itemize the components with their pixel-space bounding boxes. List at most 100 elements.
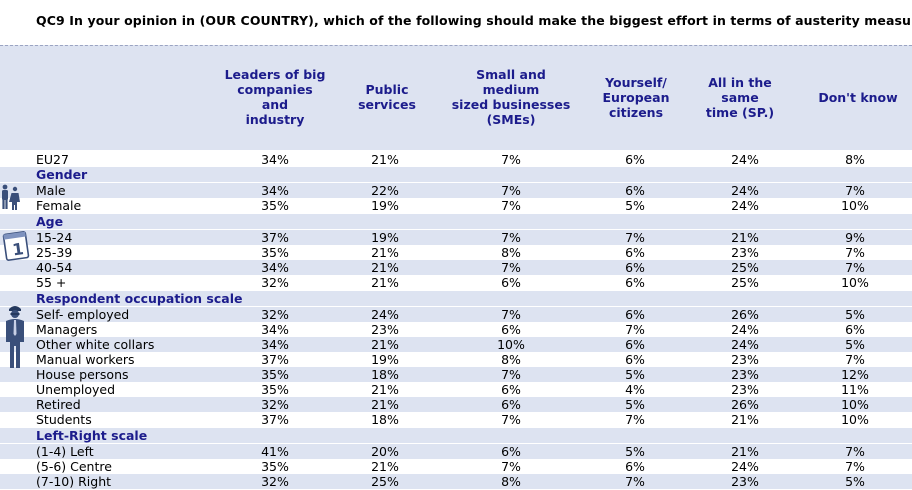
table-cell: 7% bbox=[845, 444, 865, 459]
column-header: All in the same time (SP.) bbox=[690, 45, 790, 149]
column-header: Small and medium sized businesses (SMEs) bbox=[446, 45, 576, 149]
table-cell: 8% bbox=[501, 474, 521, 489]
section-title: Left-Right scale bbox=[36, 428, 148, 443]
table-cell: 8% bbox=[845, 152, 865, 167]
column-header-line: time (SP.) bbox=[705, 104, 775, 120]
table-row: 15-24 37% 19% 7% 7% 21% 9% bbox=[0, 230, 912, 245]
table-row: (1-4) Left 41% 20% 6% 5% 21% 7% bbox=[0, 444, 912, 459]
table-row: 40-54 34% 21% 7% 6% 25% 7% bbox=[0, 260, 912, 275]
row-label: Female bbox=[36, 198, 82, 213]
section-title: Gender bbox=[36, 167, 88, 182]
table-cell: 7% bbox=[501, 367, 521, 382]
table-cell: 7% bbox=[845, 183, 865, 198]
column-header-line: Public services bbox=[358, 82, 416, 112]
table-cell: 26% bbox=[731, 307, 759, 322]
column-header-line: (SMEs) bbox=[486, 112, 536, 127]
column-header: Yourself/European citizens bbox=[590, 45, 682, 149]
table-cell: 6% bbox=[625, 183, 645, 198]
table-cell: 21% bbox=[371, 459, 399, 474]
table-cell: 6% bbox=[625, 352, 645, 367]
table-cell: 32% bbox=[261, 397, 289, 412]
table-cell: 5% bbox=[845, 337, 865, 352]
table-cell: 7% bbox=[501, 307, 521, 322]
table-cell: 25% bbox=[731, 275, 759, 290]
column-header-line: Don't know bbox=[818, 89, 898, 105]
table-cell: 34% bbox=[261, 183, 289, 198]
table-cell: 35% bbox=[261, 382, 289, 397]
table-cell: 19% bbox=[371, 198, 399, 213]
table-cell: 5% bbox=[625, 367, 645, 382]
table-cell: 37% bbox=[261, 352, 289, 367]
table-cell: 7% bbox=[501, 152, 521, 167]
column-header-line: Leaders of big bbox=[224, 67, 326, 82]
table-row: House persons 35% 18% 7% 5% 23% 12% bbox=[0, 367, 912, 382]
table-row: Unemployed 35% 21% 6% 4% 23% 11% bbox=[0, 382, 912, 397]
column-header: Don't know bbox=[806, 45, 910, 149]
row-label: Self- employed bbox=[36, 307, 130, 322]
table-cell: 7% bbox=[501, 459, 521, 474]
table-cell: 6% bbox=[625, 152, 645, 167]
row-label: Other white collars bbox=[36, 337, 155, 352]
table-cell: 9% bbox=[845, 230, 865, 245]
table-cell: 20% bbox=[371, 444, 399, 459]
table-cell: 34% bbox=[261, 260, 289, 275]
table-cell: 5% bbox=[845, 307, 865, 322]
table-cell: 6% bbox=[501, 397, 521, 412]
table-cell: 7% bbox=[501, 260, 521, 275]
table-cell: 10% bbox=[841, 397, 869, 412]
table-row: (5-6) Centre 35% 21% 7% 6% 24% 7% bbox=[0, 459, 912, 474]
table-row: Male 34% 22% 7% 6% 24% 7% bbox=[0, 183, 912, 198]
table-cell: 12% bbox=[841, 367, 869, 382]
row-label: Manual workers bbox=[36, 352, 135, 367]
table-cell: 24% bbox=[731, 198, 759, 213]
column-header-line: Yourself/ bbox=[605, 74, 667, 90]
table-cell: 10% bbox=[841, 198, 869, 213]
table-cell: 23% bbox=[731, 367, 759, 382]
table-cell: 18% bbox=[371, 412, 399, 427]
table-cell: 7% bbox=[501, 183, 521, 198]
table-cell: 7% bbox=[501, 230, 521, 245]
table-cell: 7% bbox=[845, 245, 865, 260]
table-row: Students 37% 18% 7% 7% 21% 10% bbox=[0, 412, 912, 427]
table-cell: 24% bbox=[731, 183, 759, 198]
table-cell: 21% bbox=[371, 245, 399, 260]
table-cell: 7% bbox=[845, 260, 865, 275]
table-cell: 8% bbox=[501, 245, 521, 260]
table-cell: 6% bbox=[625, 459, 645, 474]
row-label: (1-4) Left bbox=[36, 444, 94, 459]
table-cell: 23% bbox=[371, 322, 399, 337]
row-label: Managers bbox=[36, 322, 98, 337]
table-cell: 23% bbox=[731, 245, 759, 260]
table-cell: 32% bbox=[261, 474, 289, 489]
section-header: Age bbox=[0, 214, 912, 229]
table-cell: 34% bbox=[261, 152, 289, 167]
table-cell: 21% bbox=[371, 382, 399, 397]
calendar-icon: 1 bbox=[2, 231, 30, 261]
table-cell: 6% bbox=[501, 444, 521, 459]
table-row: EU27 34% 21% 7% 6% 24% 8% bbox=[0, 152, 912, 167]
table-cell: 25% bbox=[371, 474, 399, 489]
row-label: Unemployed bbox=[36, 382, 116, 397]
row-label: 25-39 bbox=[36, 245, 73, 260]
row-label: 15-24 bbox=[36, 230, 73, 245]
table-cell: 10% bbox=[841, 275, 869, 290]
table-cell: 5% bbox=[625, 397, 645, 412]
table-cell: 37% bbox=[261, 230, 289, 245]
table-cell: 5% bbox=[845, 474, 865, 489]
header-band bbox=[0, 45, 912, 150]
section-header: Respondent occupation scale bbox=[0, 291, 912, 306]
table-cell: 34% bbox=[261, 322, 289, 337]
table-row: Female 35% 19% 7% 5% 24% 10% bbox=[0, 198, 912, 213]
table-cell: 6% bbox=[625, 337, 645, 352]
column-header: Leaders of big companies and industry bbox=[222, 45, 328, 149]
table-cell: 23% bbox=[731, 474, 759, 489]
table-cell: 21% bbox=[371, 152, 399, 167]
table-cell: 6% bbox=[625, 307, 645, 322]
table-cell: 7% bbox=[625, 474, 645, 489]
table-cell: 23% bbox=[731, 352, 759, 367]
table-cell: 22% bbox=[371, 183, 399, 198]
table-cell: 21% bbox=[371, 275, 399, 290]
table-cell: 35% bbox=[261, 198, 289, 213]
table-cell: 7% bbox=[625, 322, 645, 337]
table-cell: 6% bbox=[845, 322, 865, 337]
